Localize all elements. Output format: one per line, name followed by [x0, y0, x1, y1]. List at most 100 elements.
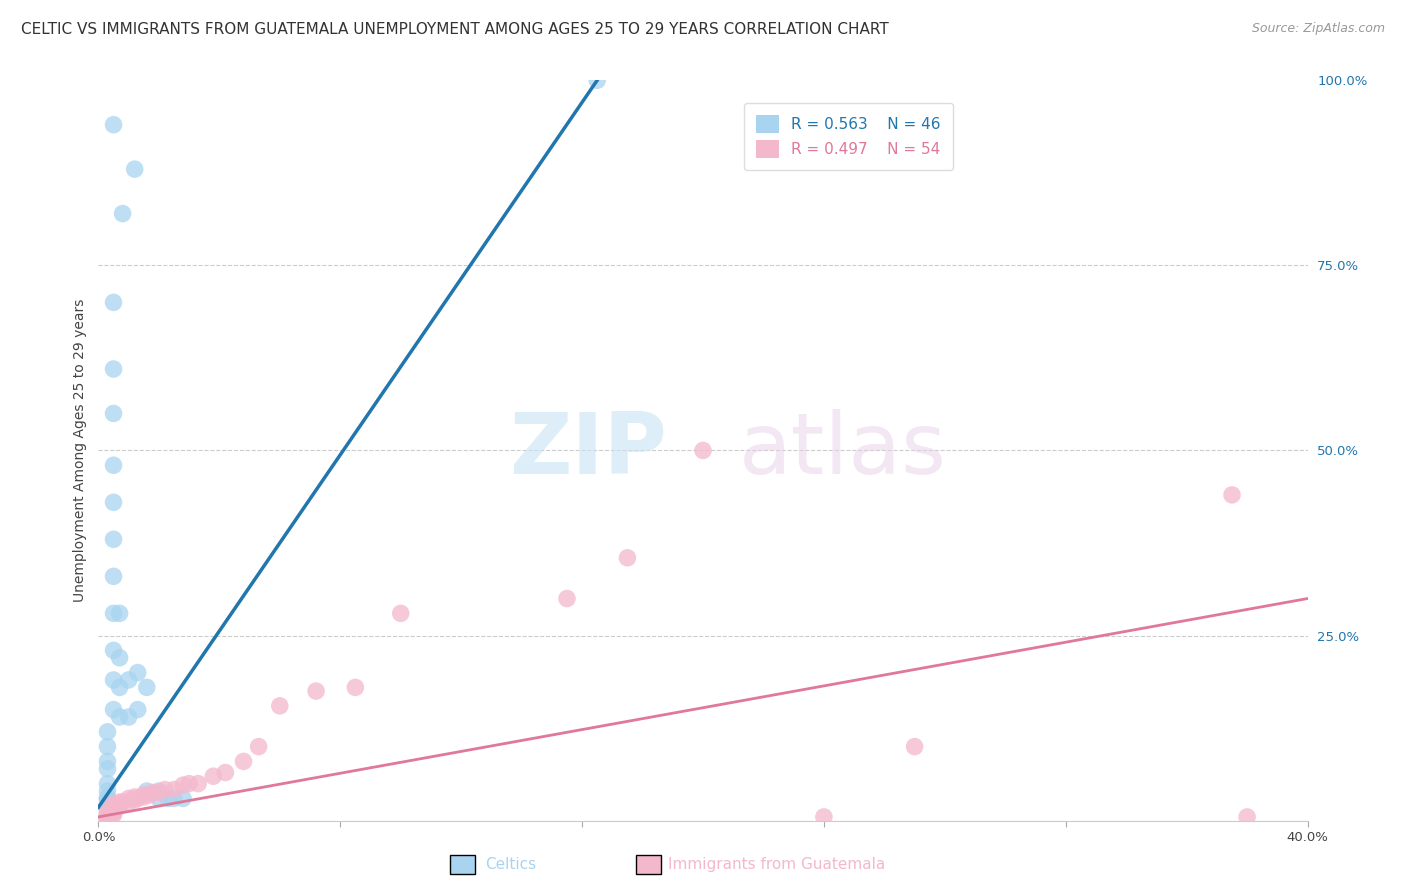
Point: [616, 550, 638, 565]
Point: [108, 681, 131, 695]
Point: [187, 776, 209, 791]
Point: [96, 805, 118, 819]
Point: [96, 812, 118, 826]
Point: [96, 810, 118, 824]
Point: [96, 806, 118, 821]
Point: [1236, 810, 1258, 824]
Point: [305, 684, 328, 698]
Point: [124, 162, 146, 177]
Point: [96, 812, 118, 826]
Point: [103, 806, 125, 821]
Point: [692, 443, 714, 458]
Point: [108, 797, 131, 812]
Point: [108, 798, 131, 813]
Point: [124, 793, 146, 807]
Point: [108, 607, 131, 621]
Text: CELTIC VS IMMIGRANTS FROM GUATEMALA UNEMPLOYMENT AMONG AGES 25 TO 29 YEARS CORRE: CELTIC VS IMMIGRANTS FROM GUATEMALA UNEM…: [21, 22, 889, 37]
Point: [139, 788, 162, 802]
Point: [232, 755, 254, 769]
Point: [103, 800, 125, 814]
Point: [127, 665, 149, 680]
Text: Celtics: Celtics: [485, 857, 536, 872]
Point: [96, 798, 118, 813]
Point: [156, 791, 179, 805]
Point: [96, 812, 118, 826]
Point: [172, 778, 194, 792]
Point: [103, 495, 125, 509]
Point: [103, 118, 125, 132]
Point: [555, 591, 578, 606]
Point: [96, 810, 118, 824]
Point: [118, 791, 141, 805]
Text: atlas: atlas: [740, 409, 948, 492]
Point: [813, 810, 835, 824]
Point: [103, 805, 125, 819]
Point: [135, 681, 157, 695]
Point: [103, 798, 125, 813]
Point: [111, 206, 134, 220]
Point: [118, 795, 141, 809]
Point: [96, 762, 118, 776]
Y-axis label: Unemployment Among Ages 25 to 29 years: Unemployment Among Ages 25 to 29 years: [73, 299, 87, 602]
Point: [103, 458, 125, 473]
Point: [202, 769, 225, 783]
Point: [148, 785, 170, 799]
Point: [96, 784, 118, 798]
Point: [118, 673, 141, 687]
Point: [103, 807, 125, 822]
Point: [214, 765, 236, 780]
Point: [96, 791, 118, 805]
Point: [135, 784, 157, 798]
Point: [153, 782, 176, 797]
Point: [108, 710, 131, 724]
Point: [142, 785, 165, 799]
Point: [179, 776, 201, 791]
Point: [103, 703, 125, 717]
Point: [96, 755, 118, 769]
Point: [124, 789, 146, 804]
Point: [247, 739, 270, 754]
Point: [96, 812, 118, 826]
Text: Source: ZipAtlas.com: Source: ZipAtlas.com: [1251, 22, 1385, 36]
Point: [344, 681, 367, 695]
Point: [96, 812, 118, 826]
Point: [103, 643, 125, 657]
Point: [96, 812, 118, 826]
Text: ZIP: ZIP: [509, 409, 666, 492]
Point: [148, 791, 170, 805]
Point: [103, 803, 125, 817]
Point: [904, 739, 927, 754]
Text: Immigrants from Guatemala: Immigrants from Guatemala: [668, 857, 886, 872]
Point: [172, 791, 194, 805]
Point: [389, 607, 412, 621]
Point: [96, 724, 118, 739]
Point: [163, 782, 186, 797]
Point: [132, 788, 155, 802]
Point: [108, 795, 131, 809]
Point: [118, 710, 141, 724]
Point: [96, 810, 118, 824]
Point: [103, 569, 125, 583]
Point: [103, 407, 125, 421]
Point: [132, 789, 155, 804]
Point: [103, 295, 125, 310]
Point: [111, 795, 134, 809]
Point: [96, 791, 118, 805]
Point: [148, 784, 170, 798]
Point: [269, 698, 291, 713]
Point: [96, 776, 118, 791]
Point: [96, 798, 118, 813]
Point: [1220, 488, 1243, 502]
Point: [103, 533, 125, 547]
Point: [103, 797, 125, 812]
Point: [96, 806, 118, 821]
Point: [127, 703, 149, 717]
Point: [96, 807, 118, 822]
Point: [96, 812, 118, 826]
Point: [96, 739, 118, 754]
Point: [96, 812, 118, 826]
Point: [127, 791, 149, 805]
Point: [96, 812, 118, 826]
Point: [96, 791, 118, 805]
Point: [163, 791, 186, 805]
